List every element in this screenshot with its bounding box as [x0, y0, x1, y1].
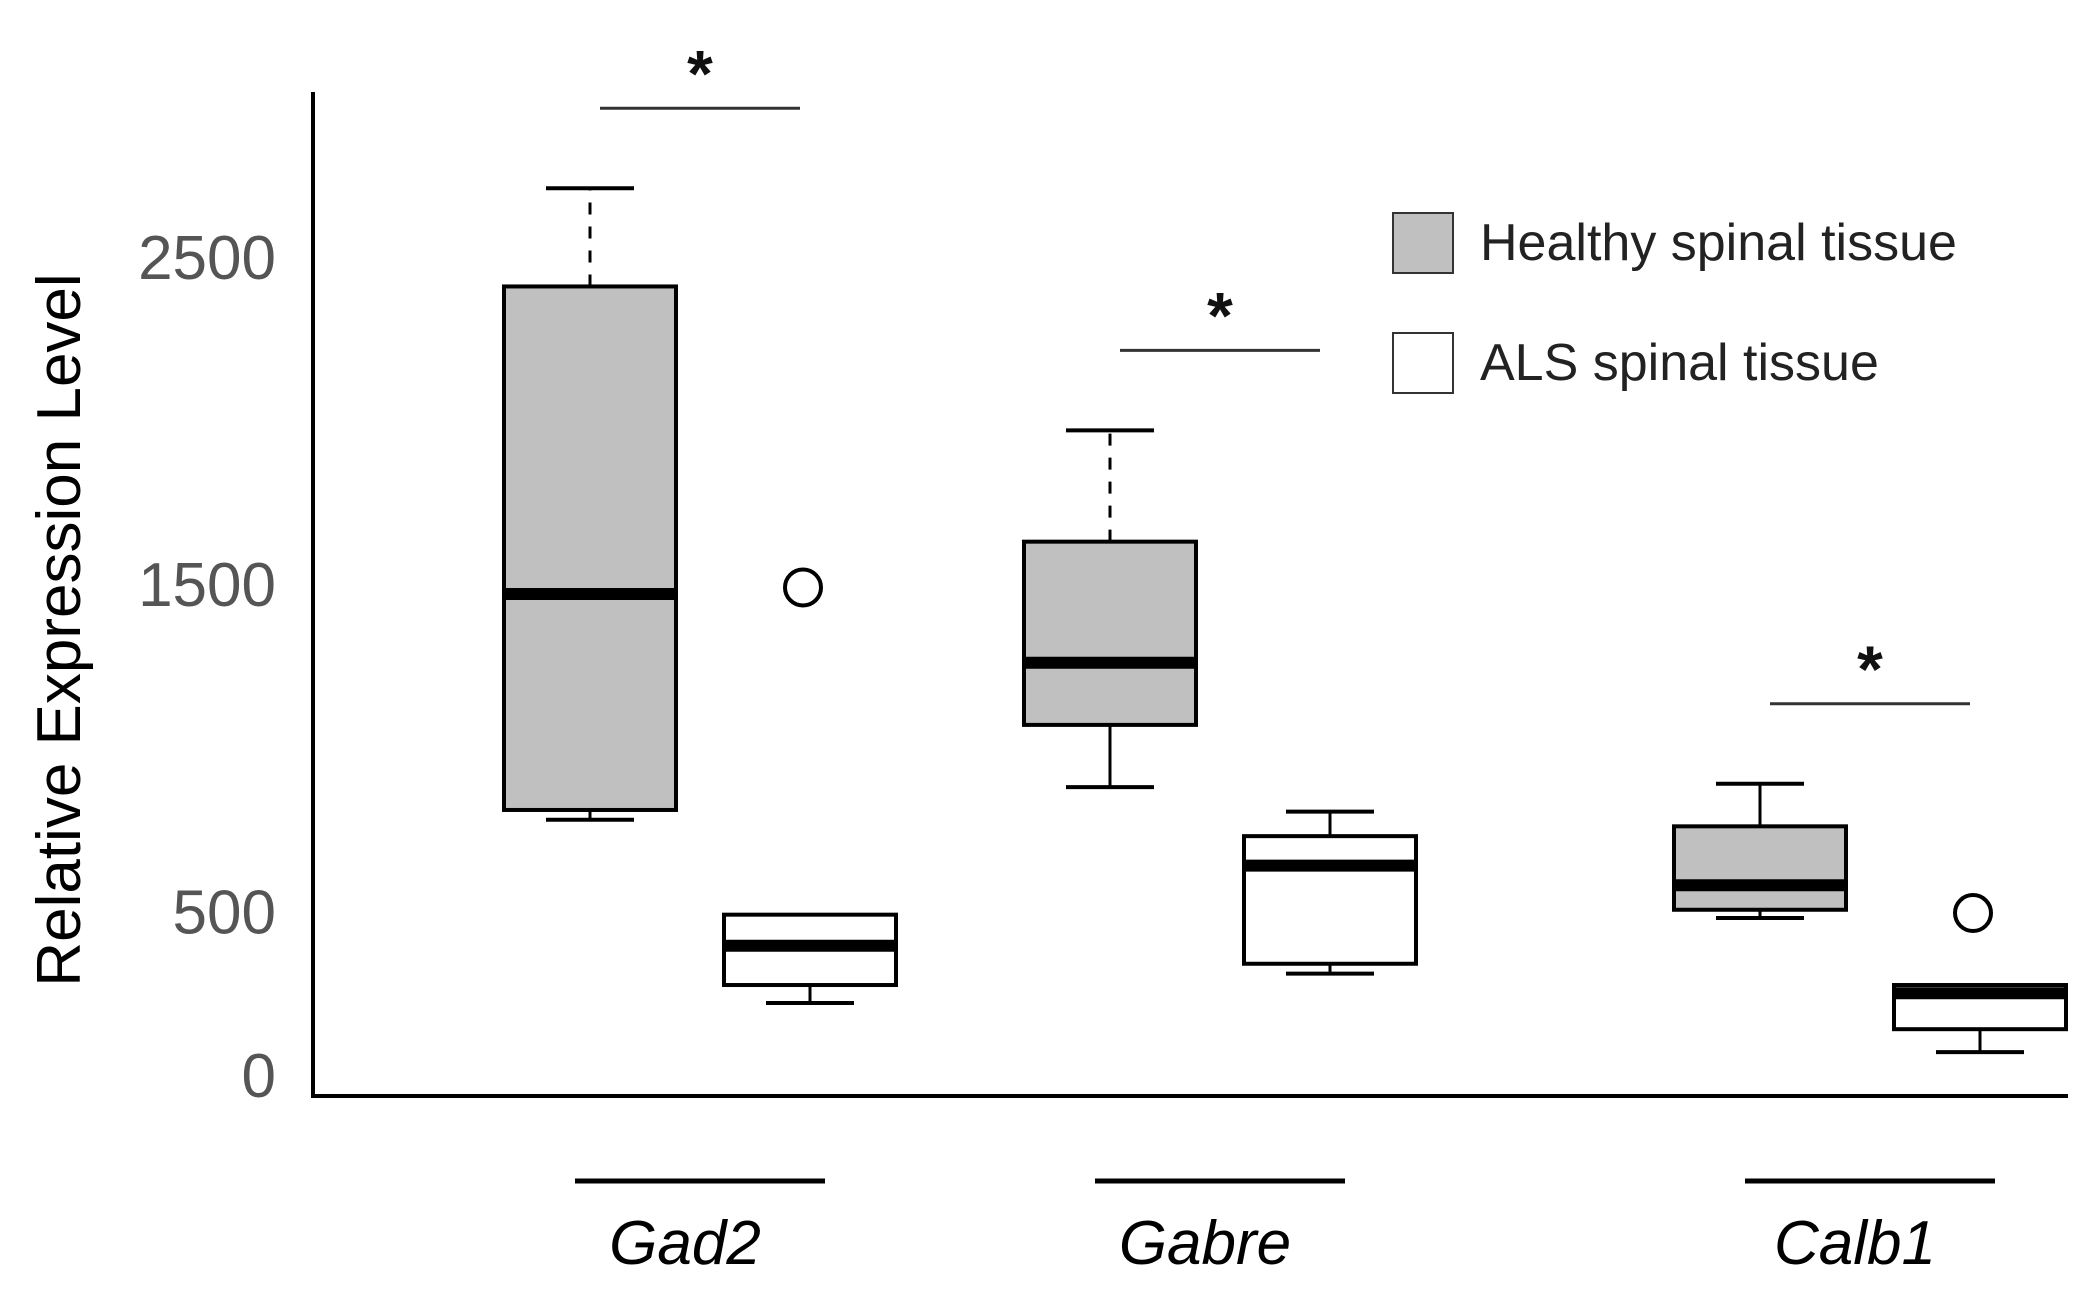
legend-label-healthy: Healthy spinal tissue	[1480, 214, 1957, 272]
y-axis-label: Relative Expression Level	[25, 273, 94, 986]
group-label: Gad2	[609, 1209, 761, 1278]
outlier-point	[783, 567, 823, 608]
y-tick-label: 2500	[138, 224, 276, 293]
plot-area: 0 500 1500 2500 Gad2 * Gabre * Calb1 *	[138, 36, 2068, 1278]
legend-swatch-healthy	[1392, 212, 1454, 274]
box-healthy	[1672, 824, 1848, 912]
y-tick-label: 1500	[138, 551, 276, 620]
group-label: Calb1	[1774, 1209, 1936, 1278]
box-healthy	[1022, 539, 1198, 727]
legend-swatch-als	[1392, 332, 1454, 394]
significance-marker: *	[1857, 632, 1883, 706]
legend: Healthy spinal tissue ALS spinal tissue	[1392, 212, 1957, 394]
legend-label-als: ALS spinal tissue	[1480, 334, 1879, 392]
group-label: Gabre	[1119, 1209, 1291, 1278]
significance-marker: *	[1207, 278, 1233, 352]
significance-marker: *	[687, 36, 713, 110]
y-tick-label: 0	[242, 1042, 276, 1111]
outlier-point	[1953, 893, 1993, 934]
y-tick-label: 500	[173, 878, 276, 947]
box-als	[1242, 834, 1418, 966]
box-healthy	[502, 284, 678, 812]
